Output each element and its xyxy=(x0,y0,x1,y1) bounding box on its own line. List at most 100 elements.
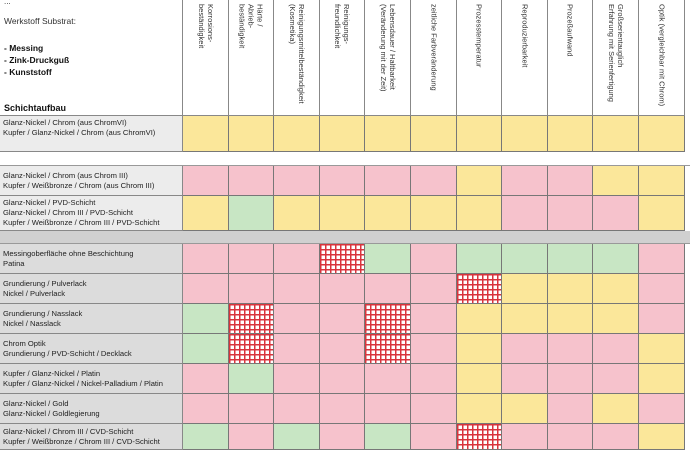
rating-cell xyxy=(411,334,457,364)
rating-cell xyxy=(457,244,502,274)
rating-cell xyxy=(457,334,502,364)
rating-cell xyxy=(502,334,548,364)
row-label-line: Glanz-Nickel / Chrom (aus ChromVI) xyxy=(3,118,127,127)
rating-cell xyxy=(502,424,548,450)
row-separator xyxy=(0,231,690,244)
rating-cell-hatched xyxy=(229,304,274,334)
row-label-line: Kupfer / Weißbronze / Chrom III / CVD-Sc… xyxy=(3,437,160,446)
rating-cell xyxy=(183,334,229,364)
rating-cell-hatched xyxy=(457,424,502,450)
row-label-line: Grundierung / PVD-Schicht / Decklack xyxy=(3,349,132,358)
row-label-line: Glanz-Nickel / Chrom (aus Chrom III) xyxy=(3,171,128,180)
rating-cell xyxy=(274,166,320,196)
rating-cell xyxy=(593,304,639,334)
column-header-line: (Veränderung mit der Zeit) xyxy=(378,4,388,92)
rating-cell xyxy=(183,364,229,394)
row-label-line: Kupfer / Glanz-Nickel / Chrom (aus Chrom… xyxy=(3,128,156,137)
rating-cell xyxy=(502,274,548,304)
rating-cell xyxy=(548,244,593,274)
rating-cell xyxy=(457,304,502,334)
substrate-item: - Kunststoff xyxy=(4,67,52,77)
rating-cell xyxy=(502,166,548,196)
rating-cell xyxy=(593,166,639,196)
column-header-line: beständigkeit xyxy=(196,4,206,49)
rating-cell xyxy=(548,116,593,152)
rating-cell xyxy=(593,364,639,394)
rating-cell xyxy=(320,364,365,394)
rating-cell xyxy=(639,196,685,231)
rating-cell xyxy=(274,116,320,152)
rating-cell xyxy=(457,116,502,152)
row-separator xyxy=(0,152,690,166)
rating-cell xyxy=(320,424,365,450)
column-header-line: Lebensdauer / Haltbarkeit xyxy=(387,4,397,90)
rating-cell xyxy=(229,166,274,196)
rating-cell xyxy=(365,244,411,274)
row-label-line: Kupfer / Weißbronze / Chrom (aus Chrom I… xyxy=(3,181,155,190)
rating-cell xyxy=(229,364,274,394)
column-header-line: beständigkeit xyxy=(237,4,247,49)
rating-cell xyxy=(365,394,411,424)
rating-cell xyxy=(639,424,685,450)
rating-cell xyxy=(320,274,365,304)
rating-cell xyxy=(457,166,502,196)
row-label: Glanz-Nickel / Chrom (aus ChromVI) Kupfer… xyxy=(0,116,183,152)
rating-cell xyxy=(274,334,320,364)
werkstoff-label: Werkstoff Substrat: xyxy=(4,16,76,26)
row-label-line: Glanz-Nickel / Goldlegierung xyxy=(3,409,100,418)
column-header: Korrosions-beständigkeit xyxy=(183,0,229,116)
rating-cell xyxy=(548,394,593,424)
rating-cell xyxy=(320,394,365,424)
rating-cell xyxy=(593,334,639,364)
rating-cell xyxy=(639,244,685,274)
column-header-line: Großserientauglich xyxy=(615,4,625,68)
rating-cell xyxy=(593,244,639,274)
column-header-line: Prozeßaufwand xyxy=(565,4,575,57)
column-header-line: (Kosmetika) xyxy=(287,4,297,45)
rating-cell xyxy=(274,394,320,424)
rating-cell xyxy=(320,116,365,152)
row-label-line: Grundierung / Nasslack xyxy=(3,309,83,318)
row-label-line: Grundierung / Pulverlack xyxy=(3,279,87,288)
column-header-line: zeitliche Farbveränderung xyxy=(429,4,438,91)
rating-cell-hatched xyxy=(229,334,274,364)
rating-cell xyxy=(502,364,548,394)
rating-cell xyxy=(274,196,320,231)
row-label-line: Chrom Optik xyxy=(3,339,46,348)
rating-cell xyxy=(320,334,365,364)
rating-cell xyxy=(548,334,593,364)
rating-cell xyxy=(502,244,548,274)
column-header: Prozesstemperatur xyxy=(457,0,502,116)
column-header-line: Prozesstemperatur xyxy=(474,4,484,68)
row-label: Glanz-Nickel / Gold Glanz-Nickel / Goldle… xyxy=(0,394,183,424)
rating-cell xyxy=(548,196,593,231)
rating-cell xyxy=(502,196,548,231)
rating-cell xyxy=(365,166,411,196)
rating-cell xyxy=(274,364,320,394)
rating-cell xyxy=(365,196,411,231)
rating-cell xyxy=(548,274,593,304)
row-label: Glanz-Nickel / Chrom III / CVD-Schicht Ku… xyxy=(0,424,183,450)
rating-cell xyxy=(457,364,502,394)
row-label-line: Patina xyxy=(3,259,25,268)
rating-cell xyxy=(365,364,411,394)
rating-cell xyxy=(411,424,457,450)
rating-cell-hatched xyxy=(457,274,502,304)
rating-cell xyxy=(229,196,274,231)
rating-cell xyxy=(639,274,685,304)
row-label-line: Kupfer / Glanz-Nickel / Platin xyxy=(3,369,101,378)
column-header: Reproduzierbarkeit xyxy=(502,0,548,116)
rating-cell xyxy=(183,394,229,424)
rating-cell xyxy=(274,244,320,274)
rating-cell xyxy=(183,116,229,152)
rating-cell xyxy=(639,116,685,152)
rating-cell xyxy=(593,116,639,152)
rating-cell xyxy=(183,304,229,334)
column-header-line: Korrosions- xyxy=(205,4,215,43)
rating-cell xyxy=(320,166,365,196)
column-header-line: Reinigungsmittelbeständigkeit xyxy=(296,4,306,104)
rating-cell-hatched xyxy=(365,334,411,364)
column-header-line: Reproduzierbarkeit xyxy=(520,4,529,68)
rating-cell xyxy=(229,274,274,304)
